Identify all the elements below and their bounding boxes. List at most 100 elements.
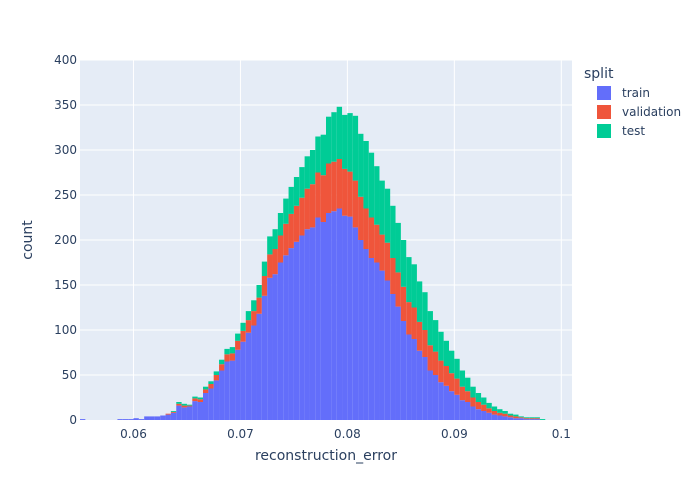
- bar-validation[interactable]: [358, 196, 364, 240]
- bar-validation[interactable]: [352, 180, 359, 228]
- bar-test[interactable]: [395, 222, 401, 273]
- bar-validation[interactable]: [320, 175, 326, 222]
- legend-swatch-test[interactable]: [597, 124, 611, 138]
- bar-validation[interactable]: [213, 375, 220, 381]
- bar-test[interactable]: [186, 404, 193, 406]
- bar-train[interactable]: [149, 416, 155, 420]
- bar-train[interactable]: [491, 414, 498, 420]
- bar-test[interactable]: [235, 333, 241, 341]
- bar-train[interactable]: [240, 341, 246, 420]
- bar-validation[interactable]: [277, 235, 284, 263]
- legend[interactable]: split train validation test: [584, 66, 681, 138]
- bar-validation[interactable]: [299, 197, 305, 236]
- bar-test[interactable]: [470, 386, 476, 398]
- bar-test[interactable]: [309, 150, 316, 185]
- bar-train[interactable]: [523, 419, 530, 420]
- bar-test[interactable]: [331, 112, 337, 162]
- bar-test[interactable]: [240, 322, 246, 331]
- bar-validation[interactable]: [475, 402, 482, 410]
- bar-test[interactable]: [245, 311, 252, 321]
- bar-train[interactable]: [315, 217, 321, 421]
- bar-train[interactable]: [352, 227, 359, 420]
- bar-train[interactable]: [507, 417, 514, 420]
- bar-train[interactable]: [272, 274, 278, 420]
- bar-validation[interactable]: [491, 411, 498, 415]
- bar-train[interactable]: [432, 375, 439, 420]
- bar-train[interactable]: [459, 400, 466, 420]
- bar-validation[interactable]: [497, 412, 503, 416]
- bar-validation[interactable]: [208, 384, 214, 389]
- bar-train[interactable]: [277, 262, 284, 421]
- bar-train[interactable]: [122, 419, 129, 420]
- bar-test[interactable]: [219, 359, 225, 365]
- bar-validation[interactable]: [336, 159, 343, 209]
- bar-test[interactable]: [336, 106, 343, 159]
- bar-validation[interactable]: [251, 311, 257, 326]
- bar-test[interactable]: [374, 166, 380, 225]
- bar-test[interactable]: [261, 261, 268, 276]
- bar-train[interactable]: [363, 249, 369, 420]
- bar-validation[interactable]: [267, 254, 273, 278]
- bar-validation[interactable]: [534, 418, 540, 420]
- bar-validation[interactable]: [347, 171, 353, 217]
- bar-test[interactable]: [208, 381, 214, 384]
- bar-test[interactable]: [390, 205, 396, 258]
- bar-train[interactable]: [293, 241, 300, 420]
- bar-test[interactable]: [197, 397, 203, 400]
- bar-train[interactable]: [304, 229, 310, 420]
- bar-train[interactable]: [203, 393, 209, 420]
- legend-swatch-validation[interactable]: [597, 105, 611, 119]
- bar-validation[interactable]: [165, 413, 171, 415]
- bar-validation[interactable]: [240, 330, 246, 342]
- bar-test[interactable]: [497, 409, 503, 413]
- bar-train[interactable]: [390, 294, 396, 420]
- bar-validation[interactable]: [326, 163, 332, 214]
- bar-test[interactable]: [358, 133, 364, 197]
- legend-label-train[interactable]: train: [622, 86, 650, 100]
- bar-train[interactable]: [454, 394, 460, 420]
- bar-validation[interactable]: [523, 418, 530, 420]
- bar-validation[interactable]: [374, 224, 380, 263]
- bar-validation[interactable]: [331, 161, 337, 212]
- bar-train[interactable]: [502, 416, 508, 420]
- bar-train[interactable]: [117, 419, 123, 420]
- bar-validation[interactable]: [192, 398, 198, 402]
- bar-test[interactable]: [229, 347, 236, 354]
- bar-test[interactable]: [529, 417, 535, 419]
- bar-train[interactable]: [186, 406, 193, 421]
- bar-test[interactable]: [283, 198, 289, 224]
- bar-train[interactable]: [80, 419, 86, 420]
- bar-test[interactable]: [534, 417, 540, 419]
- bar-train[interactable]: [299, 235, 305, 421]
- bar-test[interactable]: [481, 397, 487, 405]
- bar-test[interactable]: [443, 340, 449, 366]
- bar-validation[interactable]: [379, 234, 385, 271]
- bar-validation[interactable]: [181, 405, 187, 408]
- bar-validation[interactable]: [481, 404, 487, 411]
- bar-validation[interactable]: [304, 188, 310, 230]
- bar-test[interactable]: [518, 416, 524, 418]
- bar-train[interactable]: [245, 332, 252, 420]
- bar-train[interactable]: [481, 411, 487, 420]
- bar-test[interactable]: [299, 167, 305, 198]
- bar-validation[interactable]: [486, 408, 492, 413]
- bar-test[interactable]: [277, 213, 284, 236]
- bar-train[interactable]: [400, 321, 407, 420]
- bar-validation[interactable]: [449, 373, 455, 392]
- bar-train[interactable]: [449, 391, 455, 420]
- bar-train[interactable]: [133, 418, 139, 420]
- bar-test[interactable]: [304, 156, 310, 189]
- bar-test[interactable]: [326, 116, 332, 164]
- bar-validation[interactable]: [465, 391, 471, 402]
- bar-test[interactable]: [288, 186, 294, 214]
- bar-test[interactable]: [272, 229, 278, 249]
- bar-train[interactable]: [235, 349, 241, 420]
- bar-train[interactable]: [342, 215, 348, 420]
- bar-train[interactable]: [379, 270, 385, 420]
- bar-validation[interactable]: [219, 364, 225, 371]
- bar-test[interactable]: [267, 236, 273, 255]
- bar-test[interactable]: [432, 320, 439, 352]
- bar-validation[interactable]: [342, 168, 348, 216]
- bar-train[interactable]: [497, 415, 503, 421]
- bar-train[interactable]: [208, 388, 214, 421]
